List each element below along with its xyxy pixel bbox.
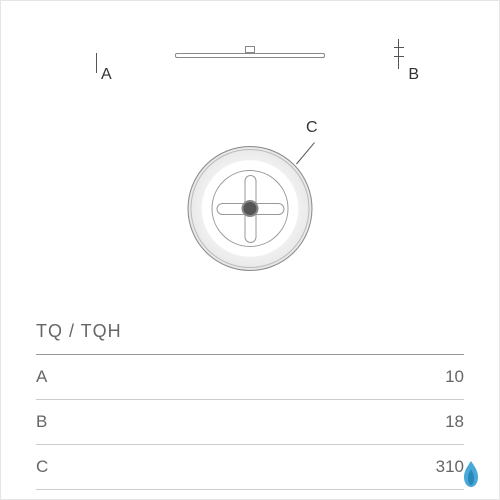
dimension-line-a bbox=[96, 53, 97, 73]
dimension-tick-b-top bbox=[394, 47, 404, 48]
dimension-label-b: B bbox=[408, 66, 419, 84]
table-header: TQ / TQH bbox=[36, 321, 464, 355]
dimension-label-c: C bbox=[306, 119, 318, 137]
plate-part bbox=[175, 53, 325, 58]
side-view-drawing bbox=[150, 46, 350, 71]
table-row: B 18 bbox=[36, 400, 464, 445]
flame-logo-icon bbox=[459, 459, 484, 489]
row-label: A bbox=[36, 367, 47, 387]
row-label: C bbox=[36, 457, 48, 477]
table-row: C 310 bbox=[36, 445, 464, 490]
row-value: 18 bbox=[445, 412, 464, 432]
row-value: 10 bbox=[445, 367, 464, 387]
dimensions-table: TQ / TQH A 10 B 18 C 310 bbox=[36, 321, 464, 490]
dimension-tick-b-bottom bbox=[394, 56, 404, 57]
front-view-drawing bbox=[188, 146, 313, 271]
dimension-line-b bbox=[398, 39, 399, 69]
row-label: B bbox=[36, 412, 47, 432]
dimension-label-a: A bbox=[101, 66, 112, 84]
technical-diagram: A B C bbox=[1, 1, 499, 301]
hub bbox=[242, 200, 259, 217]
table-row: A 10 bbox=[36, 355, 464, 400]
mount-part bbox=[245, 46, 255, 53]
